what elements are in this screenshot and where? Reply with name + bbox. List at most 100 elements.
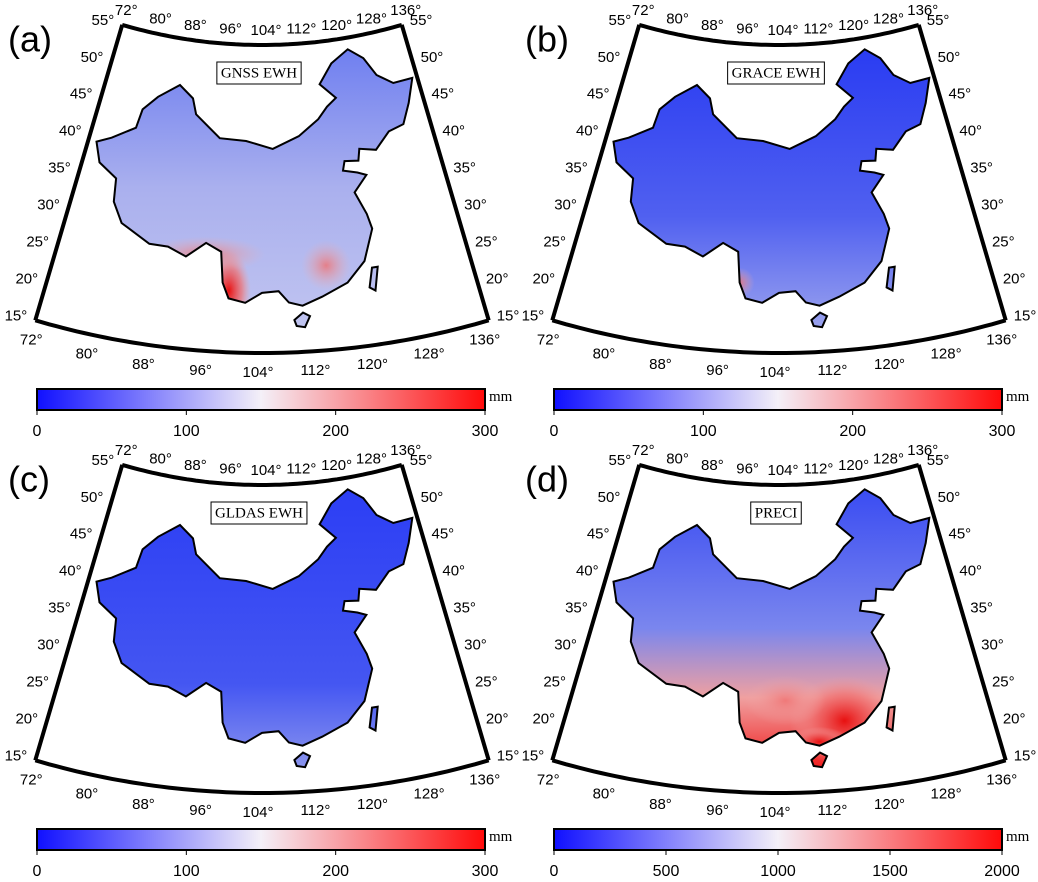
lon-label: 128° xyxy=(873,11,904,28)
lon-label: 88° xyxy=(132,356,155,373)
panel-title: GRACE EWH xyxy=(732,65,821,81)
lon-label: 120° xyxy=(357,796,388,813)
lat-label: 30° xyxy=(554,636,577,653)
lat-label: 35° xyxy=(970,160,993,177)
colorbar xyxy=(553,388,1003,411)
lat-label: 15° xyxy=(5,307,28,324)
lon-label: 120° xyxy=(357,356,388,373)
lon-label: 128° xyxy=(414,346,445,363)
field-blob xyxy=(301,240,352,291)
lon-label: 136° xyxy=(390,442,421,459)
china-field xyxy=(613,49,930,328)
lat-label: 35° xyxy=(565,160,588,177)
lat-label: 45° xyxy=(587,526,610,543)
panel-label: (d) xyxy=(525,459,569,500)
map-panel: 72° 72° 80° 80° 88° 88° 96° 96° 104° 104° 112° 112°… xyxy=(522,2,1037,440)
china-field xyxy=(613,489,930,768)
lon-label: 80° xyxy=(666,11,689,28)
lon-label: 80° xyxy=(149,11,172,28)
lon-label: 104° xyxy=(242,364,273,381)
china-border xyxy=(612,48,931,329)
colorbar-tick-label: 0 xyxy=(33,423,42,440)
lat-label: 40° xyxy=(59,123,82,140)
lon-label: 112° xyxy=(817,802,847,819)
lat-label: 20° xyxy=(1003,270,1026,287)
lon-label: 112° xyxy=(803,461,833,478)
map-panel: 72° 72° 80° 80° 88° 88° 96° 96° 104° 104° 112° 112°… xyxy=(5,2,520,440)
lon-label: 136° xyxy=(390,2,421,19)
lat-label: 30° xyxy=(981,636,1004,653)
lat-label: 30° xyxy=(464,196,487,213)
panel-title: PRECI xyxy=(755,505,798,521)
colorbar-tick-label: 0 xyxy=(550,863,559,880)
lat-label: 35° xyxy=(565,600,588,617)
china-border xyxy=(95,48,414,329)
lat-label: 40° xyxy=(442,563,465,580)
map-frame xyxy=(33,462,491,795)
colorbar-tick-label: 200 xyxy=(839,423,866,440)
lat-label: 20° xyxy=(1003,710,1026,727)
lon-label: 136° xyxy=(907,442,938,459)
colorbar-unit: mm xyxy=(489,389,513,405)
lon-label: 120° xyxy=(838,457,869,474)
lon-label: 72° xyxy=(537,771,560,788)
lat-label: 15° xyxy=(497,307,520,324)
panel-label: (b) xyxy=(525,19,569,60)
lon-label: 72° xyxy=(632,442,655,459)
lat-label: 45° xyxy=(431,526,454,543)
lat-label: 15° xyxy=(1014,307,1037,324)
map-panel: 72° 72° 80° 80° 88° 88° 96° 96° 104° 104° 112° 112°… xyxy=(5,442,520,880)
lon-label: 112° xyxy=(300,802,330,819)
lat-label: 55° xyxy=(927,452,950,469)
lat-label: 45° xyxy=(70,86,93,103)
panel-label: (a) xyxy=(8,19,52,60)
lat-label: 50° xyxy=(421,49,444,66)
lat-label: 20° xyxy=(486,710,509,727)
lat-label: 55° xyxy=(927,12,950,29)
lon-label: 104° xyxy=(250,462,281,479)
lon-label: 80° xyxy=(149,451,172,468)
title-box xyxy=(216,61,302,85)
colorbar-tick-label: 2000 xyxy=(984,863,1020,880)
lon-label: 72° xyxy=(20,331,43,348)
lat-label: 20° xyxy=(486,270,509,287)
lat-label: 35° xyxy=(48,600,71,617)
colorbar-tick-label: 300 xyxy=(989,423,1016,440)
lat-label: 15° xyxy=(522,307,545,324)
lat-label: 45° xyxy=(948,526,971,543)
lon-label: 72° xyxy=(537,331,560,348)
lat-label: 35° xyxy=(48,160,71,177)
colorbar-tick-label: 300 xyxy=(472,423,499,440)
lat-label: 55° xyxy=(609,452,632,469)
lon-label: 104° xyxy=(250,22,281,39)
lon-label: 88° xyxy=(649,356,672,373)
colorbar-tick-label: 300 xyxy=(472,863,499,880)
panel-title: GNSS EWH xyxy=(221,65,297,81)
field-blob xyxy=(745,675,826,726)
lon-label: 96° xyxy=(706,802,729,819)
title-box xyxy=(210,501,308,525)
lon-label: 88° xyxy=(701,17,724,34)
panel-title: GLDAS EWH xyxy=(215,505,303,521)
colorbar-unit: mm xyxy=(489,829,513,845)
colorbar-tick-label: 200 xyxy=(322,423,349,440)
colorbar-unit: mm xyxy=(1006,829,1030,845)
lat-label: 50° xyxy=(598,49,621,66)
lon-label: 128° xyxy=(356,451,387,468)
colorbar-tick-label: 1000 xyxy=(760,863,796,880)
title-box xyxy=(750,501,802,525)
lat-label: 35° xyxy=(970,600,993,617)
lon-label: 80° xyxy=(76,346,99,363)
lon-label: 120° xyxy=(838,17,869,34)
lat-label: 15° xyxy=(522,747,545,764)
lat-label: 30° xyxy=(37,196,60,213)
lon-label: 128° xyxy=(931,346,962,363)
lon-label: 88° xyxy=(649,796,672,813)
lat-label: 40° xyxy=(959,563,982,580)
lat-label: 55° xyxy=(609,12,632,29)
lon-label: 80° xyxy=(666,451,689,468)
lat-label: 15° xyxy=(1014,747,1037,764)
lon-label: 112° xyxy=(300,362,330,379)
lon-label: 128° xyxy=(414,786,445,803)
